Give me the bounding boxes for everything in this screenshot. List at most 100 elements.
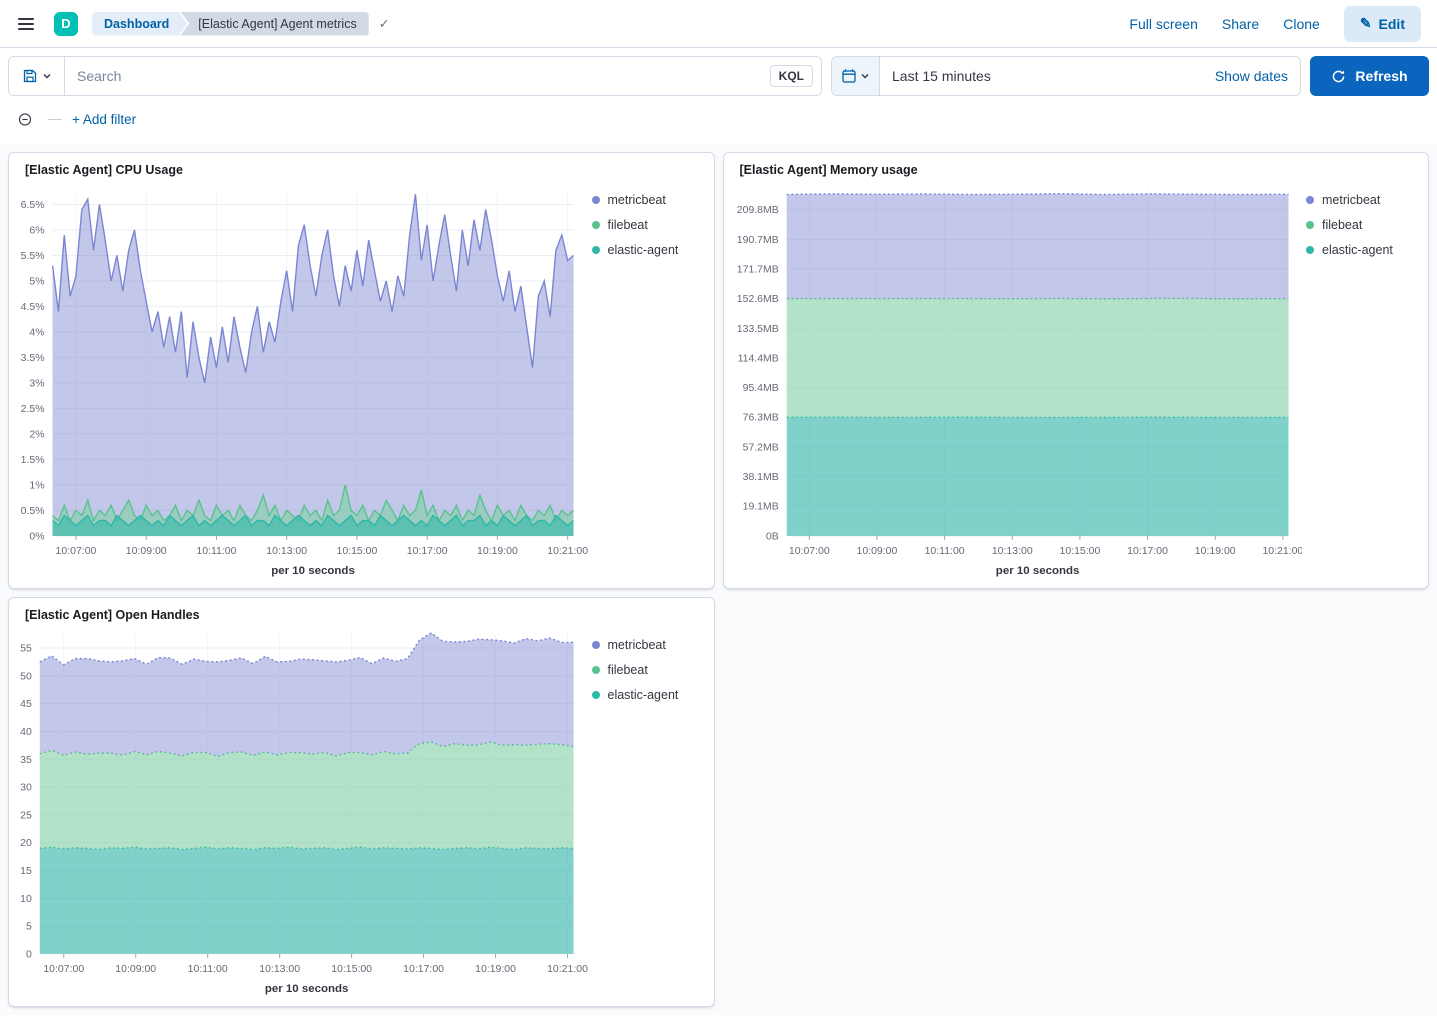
svg-text:10:21:00: 10:21:00	[1262, 546, 1302, 557]
svg-text:10:09:00: 10:09:00	[856, 546, 897, 557]
legend-dot	[591, 196, 600, 204]
legend-dot	[591, 641, 600, 649]
memory-usage-chart[interactable]: 0B 19.1MB 38.1MB 57.2MB 76.3MB 95.4MB 114.4MB 1…	[726, 179, 1303, 582]
refresh-icon	[1333, 70, 1345, 82]
legend-dot	[1306, 196, 1314, 204]
breadcrumb: Dashboard [Elastic Agent] Agent metrics …	[92, 11, 390, 36]
svg-text:55: 55	[20, 644, 32, 655]
svg-text:95.4MB: 95.4MB	[742, 383, 778, 394]
svg-text:1.5%: 1.5%	[21, 455, 45, 466]
panel-memory-usage: [Elastic Agent] Memory usage 0B 19.1MB 38.…	[722, 152, 1429, 589]
svg-text:10:13:00: 10:13:00	[266, 546, 307, 557]
legend-item-elastic-agent[interactable]: elastic-agent	[591, 688, 706, 702]
svg-text:209.8MB: 209.8MB	[736, 205, 778, 216]
header-actions: Full screen Share Clone ✎ Edit	[1129, 5, 1421, 42]
svg-text:10:15:00: 10:15:00	[331, 964, 372, 975]
share-button[interactable]: Share	[1221, 15, 1260, 32]
svg-text:3%: 3%	[29, 378, 44, 389]
breadcrumb-dashboard[interactable]: Dashboard	[92, 12, 187, 36]
filter-icon[interactable]	[12, 106, 38, 132]
svg-text:6.5%: 6.5%	[21, 200, 45, 211]
svg-text:10:09:00: 10:09:00	[126, 546, 167, 557]
svg-text:57.2MB: 57.2MB	[742, 442, 778, 453]
legend-label: elastic-agent	[607, 688, 679, 702]
svg-text:45: 45	[20, 699, 32, 710]
legend-dot	[591, 691, 600, 699]
svg-text:50: 50	[20, 671, 32, 682]
svg-text:2%: 2%	[29, 429, 44, 440]
legend-label: elastic-agent	[1322, 243, 1393, 257]
svg-text:15: 15	[20, 866, 32, 877]
svg-text:30: 30	[20, 783, 32, 794]
edit-button[interactable]: ✎ Edit	[1343, 5, 1421, 42]
full-screen-button[interactable]: Full screen	[1129, 15, 1198, 32]
svg-text:10:07:00: 10:07:00	[43, 964, 84, 975]
svg-text:10:11:00: 10:11:00	[924, 546, 964, 557]
svg-text:10:15:00: 10:15:00	[1059, 546, 1100, 557]
legend-item-elastic-agent[interactable]: elastic-agent	[1306, 243, 1420, 257]
svg-text:1%: 1%	[29, 480, 44, 491]
open-handles-chart[interactable]: 0 5 10 15 20 25 30 35 40 45 50 55 10:07:00 10:09:00 10…	[11, 624, 588, 1000]
svg-text:76.3MB: 76.3MB	[742, 413, 778, 424]
svg-text:10:19:00: 10:19:00	[477, 546, 518, 557]
svg-text:20: 20	[20, 838, 32, 849]
legend-label: metricbeat	[607, 638, 666, 652]
query-bar: KQL Last 15 minutes Show dates Refresh	[0, 48, 1437, 104]
check-icon: ✓	[378, 15, 390, 31]
legend-dot	[1306, 221, 1314, 229]
svg-text:per 10 seconds: per 10 seconds	[265, 983, 349, 995]
svg-text:0%: 0%	[29, 531, 44, 542]
show-dates-link[interactable]: Show dates	[1214, 68, 1288, 84]
breadcrumb-current: [Elastic Agent] Agent metrics	[180, 11, 369, 36]
svg-text:38.1MB: 38.1MB	[742, 472, 778, 483]
legend-dot	[1306, 246, 1314, 254]
legend-item-metricbeat[interactable]: metricbeat	[591, 638, 706, 652]
legend-dot	[591, 246, 600, 254]
filter-divider	[48, 118, 62, 120]
refresh-button[interactable]: Refresh	[1310, 56, 1429, 96]
add-filter-link[interactable]: + Add filter	[72, 111, 137, 127]
chevron-down-icon	[43, 74, 50, 79]
date-picker-group: Last 15 minutes Show dates	[831, 56, 1301, 96]
svg-text:per 10 seconds: per 10 seconds	[271, 565, 355, 577]
svg-text:5%: 5%	[29, 276, 44, 287]
svg-text:25: 25	[20, 810, 32, 821]
svg-text:3.5%: 3.5%	[21, 353, 45, 364]
legend-label: filebeat	[1322, 218, 1363, 232]
kql-button[interactable]: KQL	[769, 65, 813, 87]
legend-item-elastic-agent[interactable]: elastic-agent	[591, 243, 706, 257]
time-range-value[interactable]: Last 15 minutes	[892, 68, 991, 84]
legend-label: metricbeat	[607, 193, 666, 207]
legend-label: metricbeat	[1322, 193, 1381, 207]
svg-text:per 10 seconds: per 10 seconds	[995, 565, 1079, 577]
clone-button[interactable]: Clone	[1283, 15, 1320, 32]
legend-item-filebeat[interactable]: filebeat	[591, 663, 706, 677]
svg-text:0B: 0B	[765, 531, 778, 542]
edit-button-label: Edit	[1378, 15, 1405, 32]
refresh-button-label: Refresh	[1355, 68, 1408, 84]
save-query-button[interactable]	[9, 57, 65, 95]
svg-text:5: 5	[26, 922, 32, 933]
menu-icon[interactable]	[14, 11, 40, 37]
svg-text:10:11:00: 10:11:00	[196, 546, 236, 557]
legend-item-metricbeat[interactable]: metricbeat	[591, 193, 706, 207]
legend-item-metricbeat[interactable]: metricbeat	[1306, 193, 1420, 207]
chart-legend: metricbeat filebeat elastic-agent	[1302, 179, 1420, 582]
svg-text:10:07:00: 10:07:00	[788, 546, 829, 557]
date-picker-button[interactable]	[832, 57, 880, 95]
svg-text:10:19:00: 10:19:00	[475, 964, 516, 975]
svg-text:35: 35	[20, 755, 32, 766]
legend-item-filebeat[interactable]: filebeat	[591, 218, 706, 232]
panel-title: [Elastic Agent] Memory usage	[739, 163, 918, 177]
svg-text:0.5%: 0.5%	[21, 506, 45, 517]
cpu-usage-chart[interactable]: 0% 0.5% 1% 1.5% 2% 2.5% 3% 3.5% 4% 4.5% 5% 5.5% 6% 6.…	[11, 179, 588, 582]
legend-item-filebeat[interactable]: filebeat	[1306, 218, 1420, 232]
search-input[interactable]	[65, 57, 770, 95]
svg-text:190.7MB: 190.7MB	[736, 235, 778, 246]
top-header: D Dashboard [Elastic Agent] Agent metric…	[0, 0, 1437, 48]
space-avatar[interactable]: D	[54, 11, 78, 36]
svg-text:10:13:00: 10:13:00	[991, 546, 1032, 557]
svg-text:40: 40	[20, 727, 32, 738]
save-icon	[23, 69, 36, 83]
chart-legend: metricbeat filebeat elastic-agent	[588, 624, 706, 1000]
